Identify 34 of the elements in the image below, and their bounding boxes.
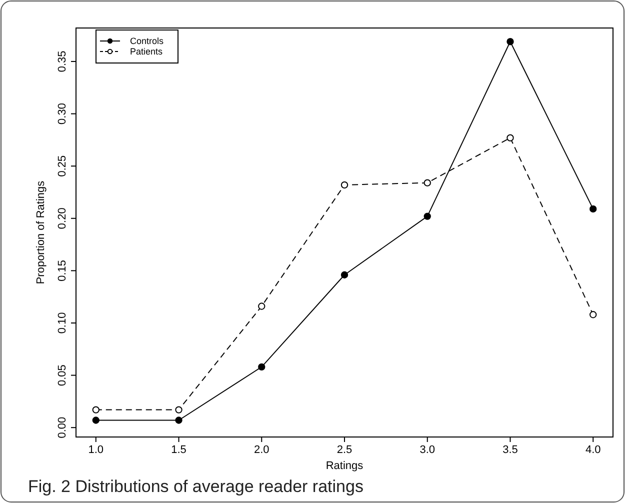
- legend-label: Controls: [130, 36, 164, 46]
- point: [590, 311, 597, 318]
- x-tick-label: 4.0: [585, 444, 601, 456]
- y-tick-label: 0.20: [56, 208, 69, 230]
- x-tick-label: 1.0: [88, 444, 104, 456]
- point: [175, 416, 182, 424]
- y-tick-label: 0.35: [56, 50, 69, 72]
- point: [258, 302, 266, 310]
- x-axis-title: Ratings: [326, 460, 364, 472]
- legend-label: Patients: [130, 46, 164, 57]
- y-tick-label: 0.10: [56, 312, 69, 334]
- y-tick-label: 0.30: [56, 103, 69, 124]
- point: [92, 416, 100, 424]
- text: Fig. 2 Distributions of average reader ratings: [28, 477, 364, 496]
- point: [424, 179, 431, 186]
- y-tick-label: 0.25: [56, 155, 69, 177]
- point: [340, 271, 348, 278]
- x-tick-label: 2.0: [254, 444, 270, 456]
- x-tick-label: 2.5: [336, 444, 352, 456]
- point: [258, 363, 266, 370]
- x-tick-label: 1.5: [171, 444, 186, 456]
- x-tick-label: 3.0: [420, 444, 436, 456]
- point: [506, 134, 514, 142]
- point: [92, 406, 100, 414]
- point: [175, 406, 182, 414]
- point: [590, 205, 597, 213]
- point: [340, 181, 348, 188]
- y-tick-label: 0.00: [56, 416, 69, 438]
- point: [506, 38, 514, 46]
- x-tick-label: 3.5: [502, 444, 518, 456]
- y-axis-title: Proportion of Ratings: [35, 180, 47, 284]
- y-tick-label: 0.15: [56, 260, 69, 282]
- point: [424, 212, 431, 220]
- y-tick-label: 0.05: [56, 364, 69, 386]
